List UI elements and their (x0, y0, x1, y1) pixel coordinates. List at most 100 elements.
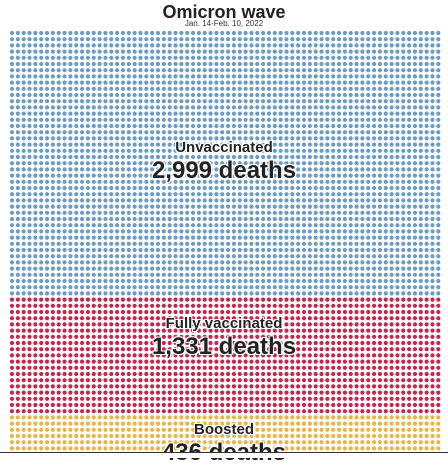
dot-unvaccinated (56, 123, 61, 129)
dot-unvaccinated (383, 241, 388, 246)
dot-fully-vaccinated (103, 378, 108, 383)
dot-unvaccinated (237, 61, 242, 67)
dot-unvaccinated (342, 266, 347, 271)
dot-unvaccinated (313, 123, 318, 129)
dot-boosted (161, 433, 166, 439)
dot-unvaccinated (85, 291, 91, 296)
dot-unvaccinated (249, 198, 254, 203)
dot-unvaccinated (336, 260, 342, 265)
dot-unvaccinated (418, 92, 423, 98)
dot-unvaccinated (377, 117, 383, 122)
dot-unvaccinated (50, 161, 55, 166)
dot-fully-vaccinated (15, 409, 20, 414)
dot-fully-vaccinated (39, 322, 44, 327)
dot-fully-vaccinated (74, 297, 79, 302)
dot-fully-vaccinated (62, 316, 67, 321)
dot-fully-vaccinated (56, 309, 61, 315)
dot-fully-vaccinated (62, 409, 67, 414)
dot-unvaccinated (366, 216, 371, 222)
dot-unvaccinated (407, 154, 412, 160)
dot-unvaccinated (360, 74, 365, 79)
dot-unvaccinated (85, 161, 91, 166)
dot-unvaccinated (225, 198, 231, 203)
dot-unvaccinated (109, 167, 114, 172)
dot-unvaccinated (225, 61, 231, 67)
dot-unvaccinated (430, 74, 435, 79)
dot-unvaccinated (27, 86, 32, 91)
dot-unvaccinated (74, 74, 79, 79)
dot-unvaccinated (138, 285, 143, 290)
dot-unvaccinated (255, 210, 260, 215)
dot-unvaccinated (196, 266, 201, 271)
dot-unvaccinated (266, 272, 272, 277)
dot-unvaccinated (225, 291, 231, 296)
dot-unvaccinated (150, 266, 155, 271)
dot-boosted (225, 415, 231, 420)
dot-unvaccinated (79, 173, 85, 178)
dot-fully-vaccinated (436, 347, 441, 352)
dot-unvaccinated (173, 210, 178, 215)
dot-unvaccinated (424, 235, 429, 240)
dot-unvaccinated (389, 216, 394, 222)
dot-unvaccinated (120, 148, 126, 153)
dot-unvaccinated (56, 117, 61, 122)
dot-unvaccinated (44, 49, 50, 54)
dot-fully-vaccinated (39, 409, 44, 414)
dot-unvaccinated (120, 247, 126, 253)
dot-boosted (56, 421, 61, 426)
dot-unvaccinated (185, 68, 190, 73)
dot-fully-vaccinated (220, 365, 225, 370)
dot-unvaccinated (144, 80, 149, 85)
dot-fully-vaccinated (412, 334, 418, 339)
dot-fully-vaccinated (167, 371, 172, 377)
dot-unvaccinated (196, 204, 201, 209)
dot-unvaccinated (237, 43, 242, 48)
dot-unvaccinated (74, 254, 79, 259)
dot-unvaccinated (62, 192, 67, 197)
dot-unvaccinated (412, 111, 418, 116)
dot-fully-vaccinated (261, 390, 266, 395)
dot-boosted (179, 440, 184, 445)
dot-unvaccinated (319, 223, 324, 228)
dot-unvaccinated (120, 117, 126, 122)
dot-unvaccinated (407, 260, 412, 265)
dot-unvaccinated (115, 74, 120, 79)
dot-fully-vaccinated (325, 390, 330, 395)
dot-unvaccinated (214, 43, 219, 48)
dot-fully-vaccinated (307, 297, 312, 302)
dot-unvaccinated (62, 210, 67, 215)
dot-fully-vaccinated (190, 378, 196, 383)
dot-unvaccinated (109, 55, 114, 60)
dot-unvaccinated (313, 92, 318, 98)
dot-fully-vaccinated (401, 309, 406, 315)
dot-unvaccinated (144, 74, 149, 79)
dot-unvaccinated (56, 142, 61, 147)
dot-fully-vaccinated (366, 365, 371, 370)
dot-unvaccinated (389, 167, 394, 172)
dot-unvaccinated (366, 92, 371, 98)
dot-fully-vaccinated (401, 322, 406, 327)
dot-unvaccinated (430, 229, 435, 234)
dot-unvaccinated (33, 179, 38, 184)
dot-unvaccinated (407, 167, 412, 172)
dot-unvaccinated (348, 192, 353, 197)
dot-unvaccinated (62, 74, 67, 79)
dot-unvaccinated (348, 235, 353, 240)
dot-boosted (383, 433, 388, 439)
dot-unvaccinated (407, 229, 412, 234)
dot-unvaccinated (62, 61, 67, 67)
dot-fully-vaccinated (418, 347, 423, 352)
dot-unvaccinated (301, 241, 307, 246)
dot-fully-vaccinated (68, 347, 73, 352)
dot-unvaccinated (50, 173, 55, 178)
dot-fully-vaccinated (395, 384, 400, 389)
dot-unvaccinated (383, 235, 388, 240)
dot-unvaccinated (412, 43, 418, 48)
dot-fully-vaccinated (225, 328, 231, 333)
dot-unvaccinated (430, 204, 435, 209)
dot-unvaccinated (331, 68, 336, 73)
dot-fully-vaccinated (336, 297, 342, 302)
dot-unvaccinated (126, 86, 131, 91)
dot-fully-vaccinated (167, 316, 172, 321)
dot-unvaccinated (208, 123, 213, 129)
